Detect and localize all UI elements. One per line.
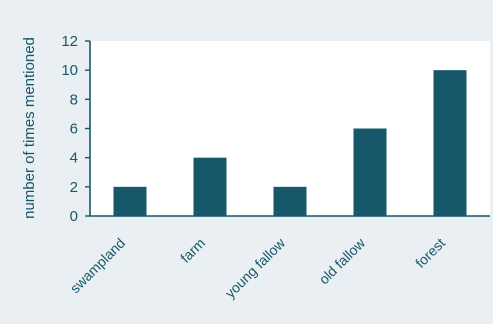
x-tick-label-forest: forest bbox=[412, 235, 448, 271]
bar-forest bbox=[433, 70, 467, 217]
y-tick-label-4: 4 bbox=[70, 150, 78, 167]
y-tick-label-0: 0 bbox=[70, 208, 78, 225]
y-tick-label-8: 8 bbox=[70, 91, 78, 108]
bar-farm bbox=[193, 157, 227, 216]
bar-swampland bbox=[113, 186, 147, 216]
x-tick-label-old-fallow: old fallow bbox=[316, 234, 369, 287]
y-axis-title: number of times mentioned bbox=[21, 37, 38, 219]
y-tick-label-12: 12 bbox=[61, 33, 78, 50]
y-tick-label-2: 2 bbox=[70, 179, 78, 196]
y-axis-ticks: 0 2 4 6 8 10 12 bbox=[61, 33, 90, 225]
x-tick-label-young-fallow: young fallow bbox=[222, 234, 289, 301]
bars-group bbox=[113, 70, 467, 217]
x-tick-label-farm: farm bbox=[177, 235, 208, 266]
x-axis-ticks: swampland farm young fallow old fallow fores… bbox=[67, 234, 448, 301]
bar-young-fallow bbox=[273, 186, 307, 216]
y-tick-label-10: 10 bbox=[61, 62, 78, 79]
y-tick-label-6: 6 bbox=[70, 121, 78, 138]
bar-old-fallow bbox=[353, 128, 387, 216]
x-tick-label-swampland: swampland bbox=[67, 235, 128, 296]
